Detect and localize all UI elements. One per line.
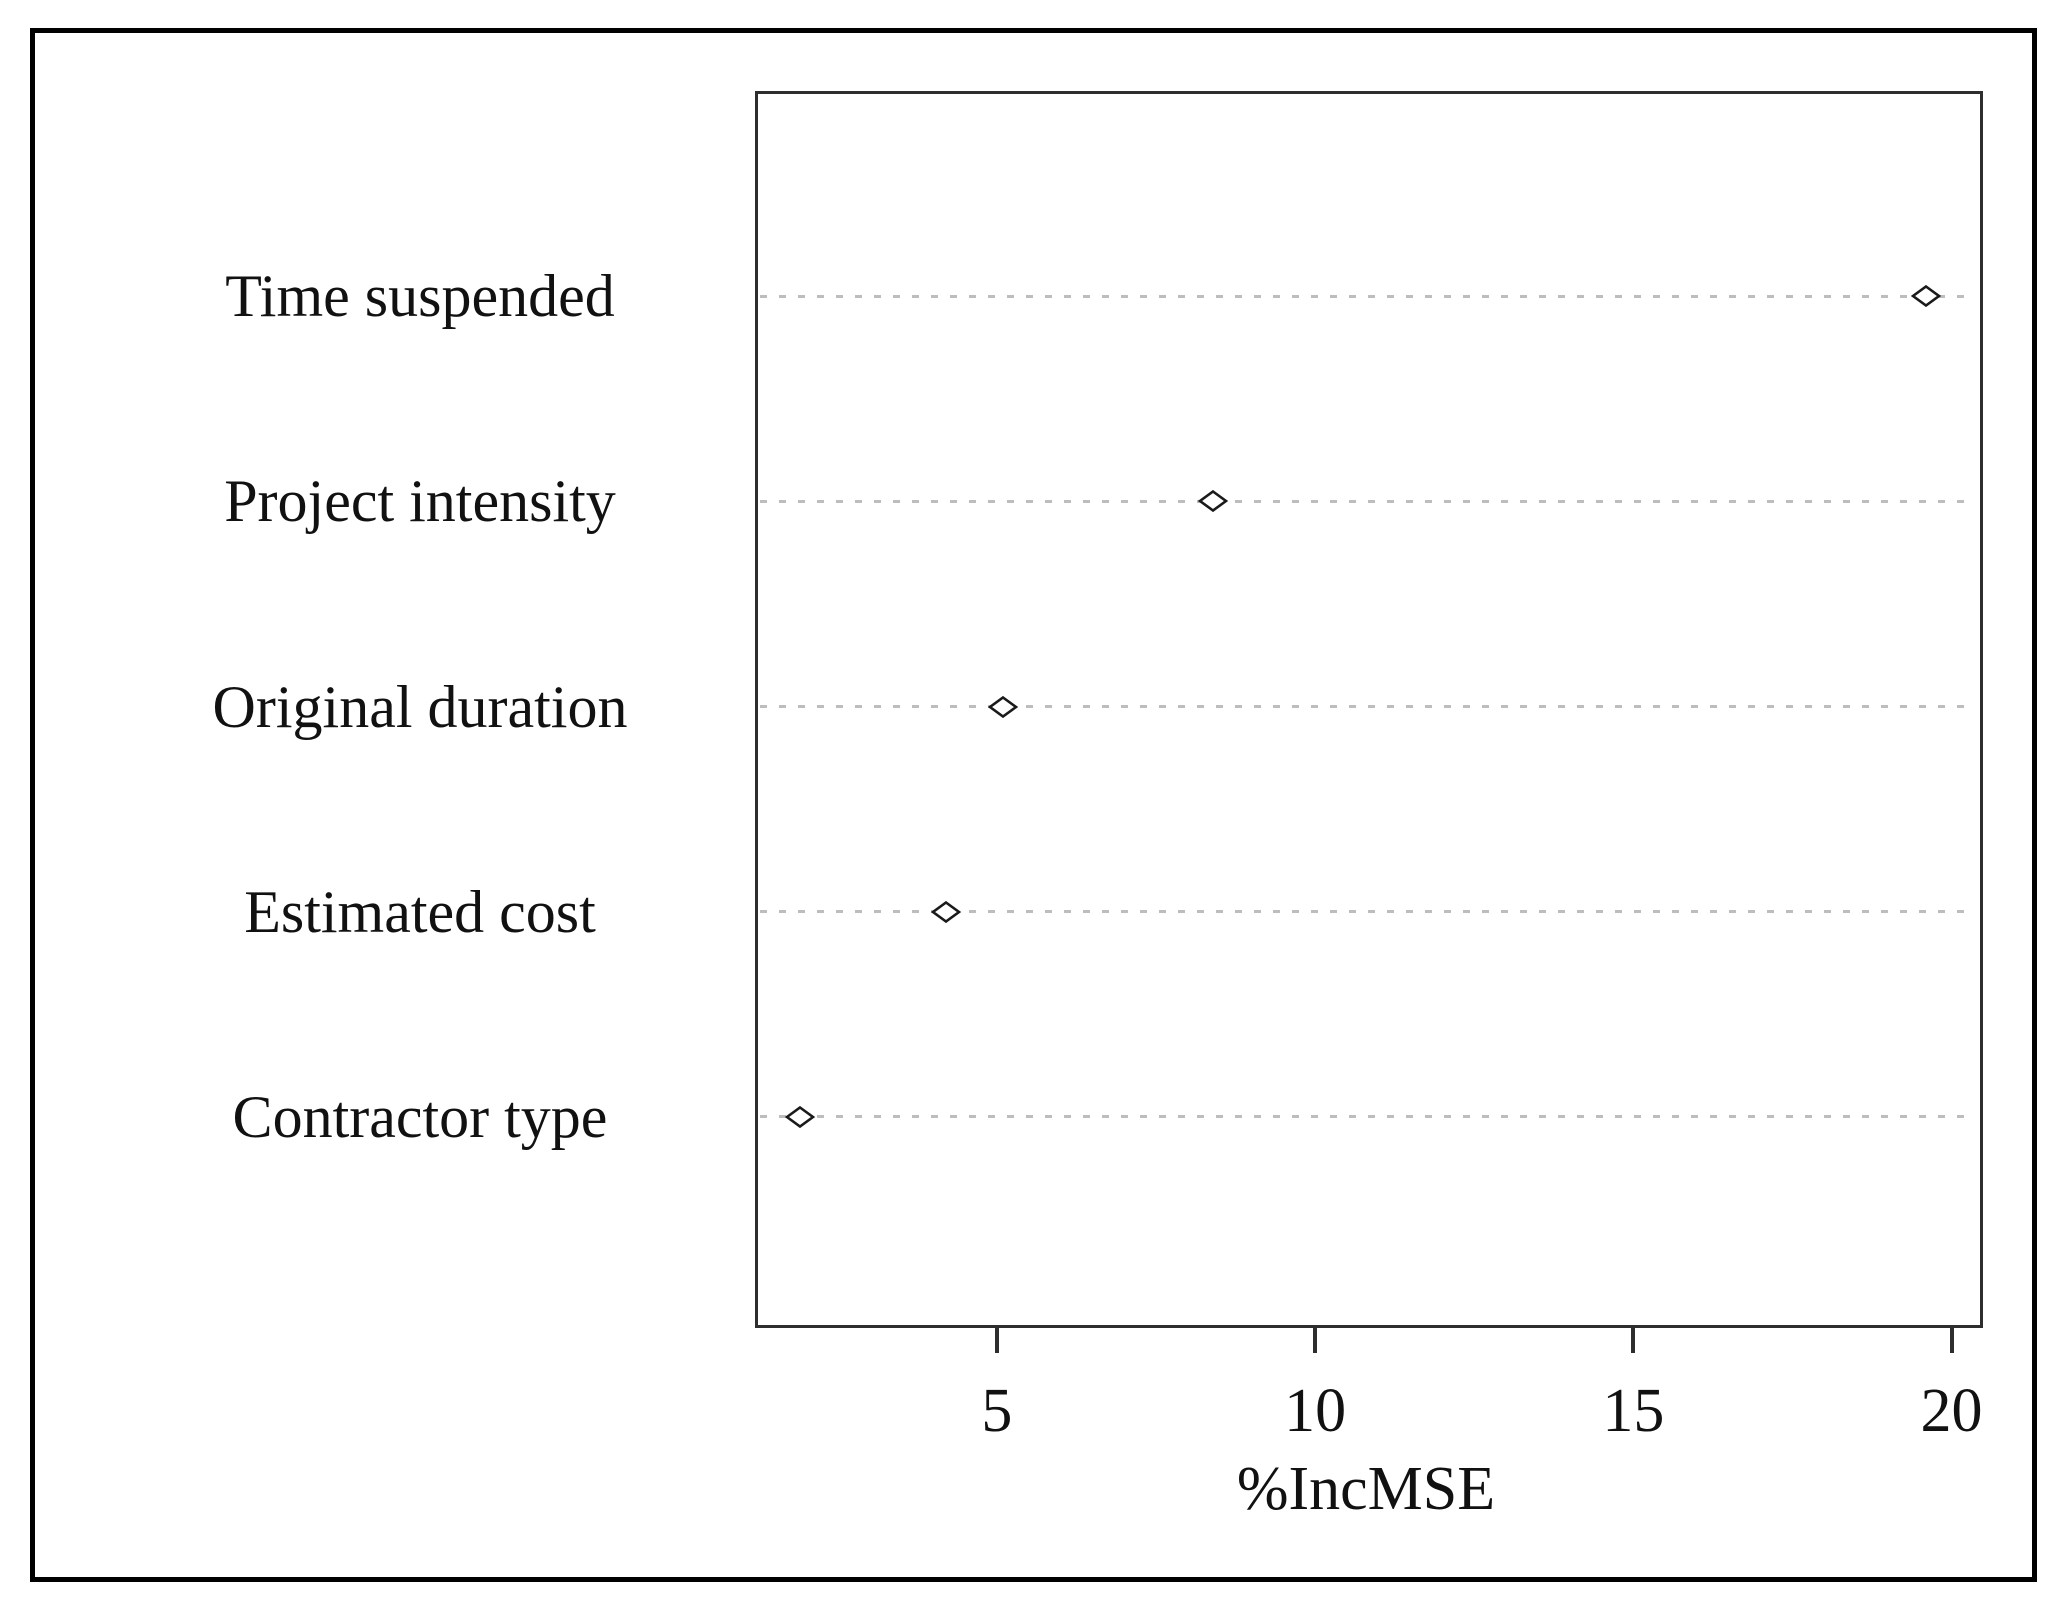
x-axis-tick-label: 5 xyxy=(981,1377,1013,1445)
data-point-diamond-icon xyxy=(930,900,962,928)
x-axis-tick-mark xyxy=(994,1325,999,1353)
x-axis-tick-mark xyxy=(1631,1325,1636,1353)
reference-dotted-line xyxy=(760,294,1972,298)
category-label: Time suspended xyxy=(225,263,615,330)
x-axis-tick-mark xyxy=(1313,1325,1318,1353)
plot-area xyxy=(755,91,1983,1328)
x-axis-tick-label: 20 xyxy=(1920,1377,1983,1445)
x-axis-tick-label: 15 xyxy=(1602,1377,1665,1445)
reference-dotted-line xyxy=(760,499,1972,503)
figure-border xyxy=(30,28,2037,1582)
data-point-diamond-icon xyxy=(987,695,1019,723)
x-axis-tick-mark xyxy=(1949,1325,1954,1353)
data-point-diamond-icon xyxy=(1197,490,1229,517)
data-point-diamond-icon xyxy=(784,1105,816,1133)
reference-dotted-line xyxy=(760,705,1972,708)
x-axis-tick-label: 10 xyxy=(1284,1377,1347,1445)
reference-dotted-line xyxy=(760,910,1972,914)
x-axis-title: %IncMSE xyxy=(1236,1455,1496,1523)
category-label: Original duration xyxy=(212,673,628,740)
category-label: Estimated cost xyxy=(244,878,596,945)
category-label: Contractor type xyxy=(232,1083,608,1150)
reference-dotted-line xyxy=(760,1115,1972,1119)
data-point-diamond-icon xyxy=(1910,285,1942,312)
category-label: Project intensity xyxy=(224,468,616,535)
